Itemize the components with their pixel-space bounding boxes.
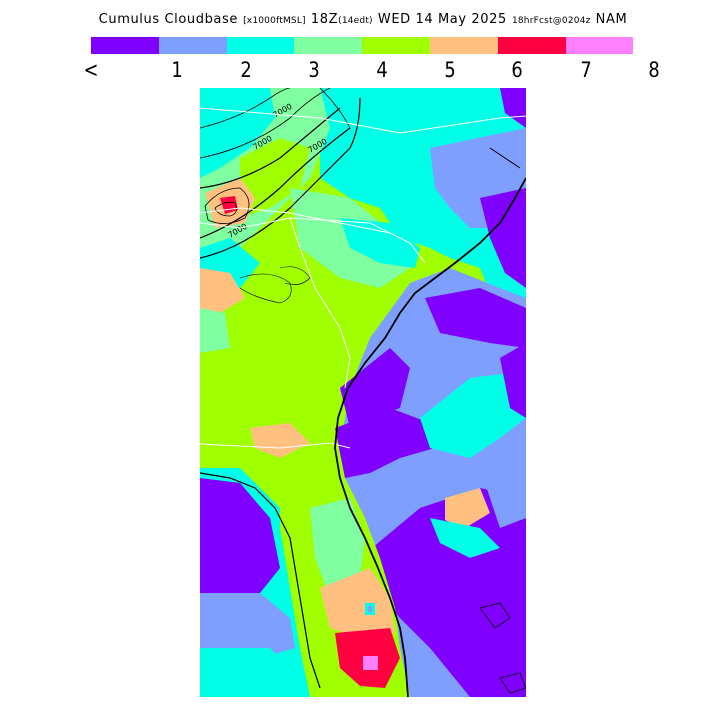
state-boundary — [200, 217, 426, 264]
legend-swatch-5 — [362, 37, 430, 54]
valid-time: 18Z — [310, 12, 339, 27]
forecast-date: WED 14 May 2025 — [377, 12, 507, 27]
legend-tick: 5 — [444, 58, 456, 82]
contour-line — [200, 88, 291, 129]
field-ocean-purple-ne — [480, 188, 526, 288]
field-nc-cyan — [340, 218, 420, 268]
island — [499, 672, 526, 694]
field-gulf-purple — [200, 478, 280, 593]
legend-tick: 4 — [376, 58, 388, 82]
field-ga-green-w — [200, 308, 230, 353]
cloudbase-map: 7000 7000 7000 7000 — [200, 88, 526, 697]
legend-tick: 2 — [240, 58, 252, 82]
legend-swatch-4 — [294, 37, 363, 54]
field-gulf-cyan-s — [200, 648, 310, 697]
field-atlantic-purple-2 — [425, 288, 526, 348]
island — [479, 602, 511, 629]
contour-line — [239, 273, 292, 304]
contour-line — [204, 187, 250, 224]
field-atlantic-purple-3 — [335, 408, 435, 478]
field-atlantic-blue-east — [480, 448, 526, 528]
valid-local: (14edt) — [338, 16, 373, 26]
color-legend — [91, 37, 634, 54]
contour-line — [200, 97, 361, 259]
contour-line — [200, 107, 341, 189]
state-boundary — [200, 207, 391, 234]
field-ocean-purple-top — [500, 88, 526, 128]
legend-swatch-1 — [91, 37, 159, 54]
contour-line — [200, 88, 331, 159]
legend-swatch-2 — [158, 37, 227, 54]
forecast-hour: 18hrFcst@0204z — [511, 16, 591, 26]
field-nw-cyan — [200, 88, 275, 178]
field-atlantic-purple-1 — [340, 348, 410, 428]
field-nw-level4 — [240, 138, 310, 218]
coastline — [489, 147, 521, 169]
field-ga-orange-s — [250, 423, 310, 458]
contour-line — [279, 266, 311, 285]
model-name: NAM — [595, 12, 628, 27]
title-units: [x1000ftMSL] — [243, 16, 306, 26]
legend-swatch-7 — [497, 37, 566, 54]
legend-tick: 6 — [511, 58, 523, 82]
legend-tick: < — [83, 58, 99, 82]
field-florida-green — [310, 498, 365, 598]
map-title: Cumulus Cloudbase [x1000ftMSL] 18Z(14edt… — [0, 8, 726, 27]
field-florida-blue-dot — [368, 606, 372, 612]
state-boundary — [200, 442, 351, 449]
legend-swatch-8 — [565, 37, 634, 54]
legend-tick: 3 — [308, 58, 320, 82]
coastline — [334, 177, 526, 697]
field-atlantic-cyan-east — [430, 518, 500, 558]
coastline — [200, 472, 321, 689]
field-florida-pink — [363, 656, 378, 670]
legend-tick: 1 — [171, 58, 183, 82]
field-florida-orange — [320, 568, 395, 638]
contour-line — [319, 88, 351, 129]
field-atlantic-orange — [445, 488, 490, 528]
field-atlantic-cyan-mid — [420, 373, 526, 458]
legend-tick: 8 — [648, 58, 660, 82]
state-boundary — [200, 107, 526, 134]
field-atlantic-purple-east — [500, 343, 526, 418]
state-boundary — [289, 217, 351, 389]
legend-swatch-6 — [429, 37, 498, 54]
legend-swatch-3 — [226, 37, 295, 54]
title-main: Cumulus Cloudbase — [98, 12, 238, 27]
contour-line — [200, 127, 351, 239]
field-gulf-blue — [200, 593, 295, 658]
legend-tick: 7 — [580, 58, 592, 82]
contour-line — [214, 201, 238, 217]
field-ga-orange-w — [200, 268, 245, 313]
